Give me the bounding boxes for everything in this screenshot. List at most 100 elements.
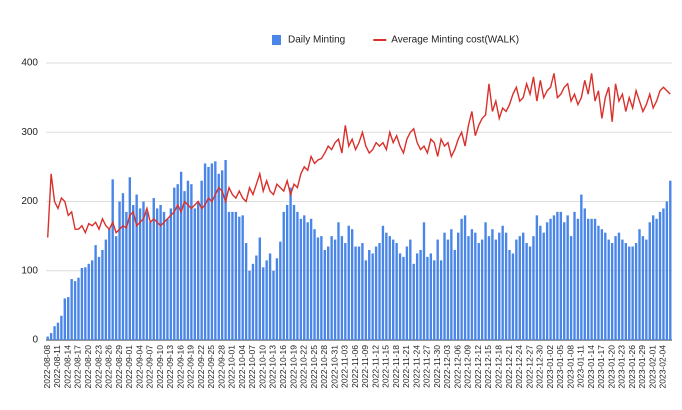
bar xyxy=(398,253,402,340)
bar xyxy=(176,184,179,340)
bar xyxy=(648,222,651,340)
bar xyxy=(645,239,648,340)
x-tick-label: 2022-11-24 xyxy=(411,345,421,388)
bar xyxy=(521,232,525,340)
x-tick-label: 2022-10-22 xyxy=(299,345,309,389)
bar xyxy=(443,232,446,340)
bar xyxy=(586,218,590,340)
bar xyxy=(214,161,217,340)
x-tick-label: 2022-11-30 xyxy=(432,345,442,388)
bar xyxy=(395,243,398,340)
bar xyxy=(607,239,610,340)
bar xyxy=(457,232,460,340)
bar xyxy=(422,222,426,340)
x-tick-label: 2022-12-09 xyxy=(463,345,473,389)
bar xyxy=(272,270,275,340)
x-tick-label: 2022-11-03 xyxy=(340,345,350,388)
bar xyxy=(638,229,641,340)
bar xyxy=(224,159,227,340)
bar xyxy=(498,232,501,340)
bar xyxy=(285,204,289,340)
x-tick-label: 2023-01-11 xyxy=(576,345,586,388)
bar xyxy=(292,204,296,340)
bar xyxy=(97,256,101,340)
bar xyxy=(487,236,491,340)
bar xyxy=(162,211,166,340)
bar xyxy=(197,201,200,340)
x-tick-label: 2022-12-21 xyxy=(504,345,514,389)
bar xyxy=(248,270,251,340)
bar xyxy=(279,241,282,340)
bar xyxy=(450,229,453,340)
bar xyxy=(480,239,484,340)
bar xyxy=(371,253,374,340)
bar xyxy=(268,253,272,340)
bar xyxy=(628,246,631,340)
bar xyxy=(114,236,118,340)
x-tick-label: 2022-08-11 xyxy=(52,345,62,388)
x-tick-label: 2022-12-06 xyxy=(452,345,462,389)
bar xyxy=(193,208,197,340)
bar xyxy=(576,218,580,340)
x-tick-label: 2022-10-19 xyxy=(288,345,298,389)
x-tick-label: 2022-12-24 xyxy=(514,345,524,389)
bar xyxy=(186,180,190,340)
bar xyxy=(63,298,67,340)
bar xyxy=(299,218,303,340)
x-tick-label: 2023-01-29 xyxy=(637,345,647,389)
line xyxy=(47,73,671,238)
bar xyxy=(241,215,244,340)
bar xyxy=(361,243,364,340)
bar xyxy=(90,260,94,340)
bar xyxy=(426,256,429,340)
bar xyxy=(545,222,549,340)
bar xyxy=(125,211,128,340)
bar xyxy=(453,249,456,340)
x-tick-label: 2022-12-18 xyxy=(494,345,504,389)
bar xyxy=(624,243,628,340)
bar xyxy=(67,297,70,340)
x-tick-label: 2022-10-01 xyxy=(227,345,237,389)
x-tick-label: 2023-02-01 xyxy=(647,345,657,389)
bar xyxy=(580,194,583,340)
bar xyxy=(559,211,563,340)
bar xyxy=(56,322,60,340)
x-tick-label: 2022-09-25 xyxy=(206,345,216,389)
bar xyxy=(231,211,234,340)
bar xyxy=(121,193,125,340)
bar xyxy=(217,173,220,340)
bar xyxy=(617,232,621,340)
bar xyxy=(320,236,323,340)
x-tick-label: 2022-10-13 xyxy=(268,345,278,389)
bar xyxy=(275,258,279,340)
bar xyxy=(669,180,672,340)
bar xyxy=(323,249,326,340)
bar xyxy=(532,236,535,340)
bar xyxy=(303,215,306,340)
bar xyxy=(504,232,508,340)
bar xyxy=(244,243,248,340)
x-tick-label: 2022-09-01 xyxy=(124,345,134,389)
x-tick-label: 2022-11-09 xyxy=(360,345,370,388)
bar xyxy=(552,215,556,340)
bar xyxy=(563,222,566,340)
x-tick-label: 2022-09-04 xyxy=(134,345,144,389)
bar xyxy=(203,163,207,340)
bar xyxy=(651,215,655,340)
bar xyxy=(381,225,385,340)
bar xyxy=(402,256,405,340)
bar xyxy=(313,229,316,340)
x-tick-label: 2022-11-12 xyxy=(370,345,380,388)
bar xyxy=(258,237,261,340)
bar xyxy=(419,249,422,340)
bar xyxy=(446,239,450,340)
bar xyxy=(333,239,337,340)
bar xyxy=(207,166,210,340)
bar xyxy=(190,184,193,340)
bar xyxy=(470,229,474,340)
bar xyxy=(101,249,104,340)
bar xyxy=(535,215,539,340)
bar xyxy=(405,246,409,340)
bar xyxy=(467,236,470,340)
